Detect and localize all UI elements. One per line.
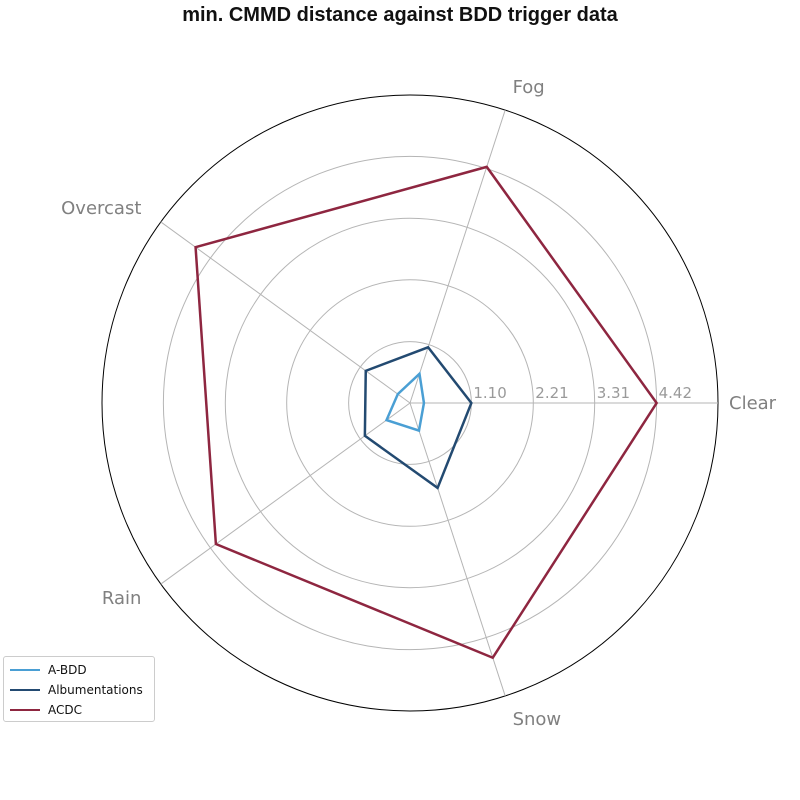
axis-label-overcast: Overcast [61, 198, 141, 219]
legend-label-a-bdd: A-BDD [48, 663, 87, 677]
tick-label-1: 2.21 [535, 384, 568, 402]
legend-swatch-acdc [10, 709, 40, 711]
axis-label-fog: Fog [513, 77, 545, 98]
tick-label-0: 1.10 [473, 384, 506, 402]
legend-swatch-albumentations [10, 689, 40, 691]
axis-label-rain: Rain [102, 588, 142, 609]
series-line-albumentations [363, 345, 473, 490]
axis-label-clear: Clear [729, 393, 777, 414]
spoke-fog [409, 109, 506, 404]
spoke-overcast [160, 221, 411, 404]
legend-label-albumentations: Albumentations [48, 683, 143, 697]
legend-item-acdc: ACDC [10, 700, 148, 720]
spoke-snow [409, 402, 506, 697]
series-line-a-bdd [384, 371, 426, 433]
series-line-acdc [194, 165, 659, 660]
legend-swatch-a-bdd [10, 669, 40, 671]
legend: A-BDD Albumentations ACDC [3, 656, 155, 722]
legend-item-albumentations: Albumentations [10, 680, 148, 700]
tick-label-3: 4.42 [659, 384, 692, 402]
spoke-rain [160, 402, 411, 585]
legend-label-acdc: ACDC [48, 703, 82, 717]
chart-title: min. CMMD distance against BDD trigger d… [182, 4, 618, 26]
tick-label-2: 3.31 [597, 384, 630, 402]
axis-label-snow: Snow [513, 709, 562, 730]
legend-item-a-bdd: A-BDD [10, 660, 148, 680]
